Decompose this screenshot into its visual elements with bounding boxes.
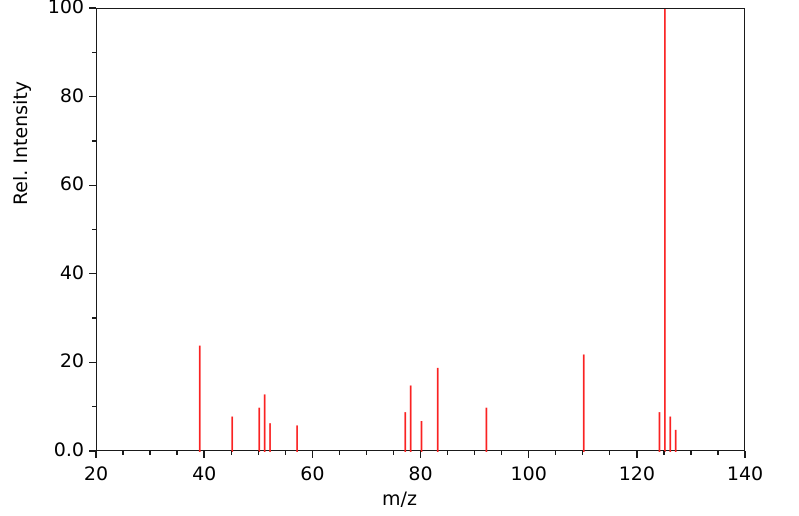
y-tick-label: 100 — [47, 0, 84, 18]
x-tick-minor — [365, 451, 368, 455]
y-tick-major — [89, 95, 96, 98]
y-axis-title: Rel. Intensity — [10, 80, 32, 206]
y-tick-minor — [92, 140, 96, 142]
y-tick-label: 60 — [59, 173, 84, 196]
x-tick-minor — [284, 451, 286, 455]
y-tick-minor — [92, 406, 96, 408]
x-tick-minor — [338, 451, 341, 455]
x-tick-minor — [582, 451, 584, 455]
x-tick-minor — [717, 451, 719, 455]
x-tick-minor — [149, 451, 151, 455]
y-axis-title-wrapper: Rel. Intensity — [10, 43, 36, 243]
x-tick-label: 120 — [618, 463, 655, 485]
x-tick-minor — [473, 451, 476, 455]
y-tick-major — [89, 273, 96, 275]
x-tick-minor — [230, 451, 232, 455]
x-tick-major — [744, 451, 746, 458]
x-tick-minor — [609, 451, 611, 455]
x-tick-label: 40 — [192, 463, 217, 485]
x-tick-label: 80 — [408, 463, 433, 485]
x-tick-label: 100 — [510, 463, 547, 485]
plot-area — [96, 8, 745, 452]
y-tick-major — [89, 7, 96, 9]
y-tick-major — [89, 184, 96, 186]
x-tick-major — [419, 451, 422, 458]
y-tick-label: 20 — [59, 350, 84, 373]
y-tick-label: 40 — [59, 261, 84, 284]
y-tick-minor — [92, 51, 96, 53]
x-tick-major — [95, 451, 97, 458]
x-tick-minor — [555, 451, 557, 455]
y-tick-label: 0.0 — [53, 439, 84, 461]
x-tick-minor — [500, 451, 503, 455]
x-tick-minor — [176, 451, 178, 455]
x-tick-label: 140 — [726, 463, 764, 485]
y-tick-minor — [92, 228, 96, 231]
x-tick-minor — [446, 451, 449, 455]
x-axis-title: m/z — [382, 488, 417, 510]
y-tick-label: 80 — [59, 84, 84, 107]
x-tick-minor — [690, 451, 692, 455]
x-tick-label: 60 — [300, 463, 325, 485]
y-tick-major — [89, 361, 96, 364]
spectrum-peaks — [198, 9, 677, 452]
x-tick-major — [636, 451, 638, 458]
y-tick-minor — [92, 317, 96, 319]
x-tick-minor — [257, 451, 259, 455]
y-tick-major — [89, 450, 96, 452]
x-tick-major — [311, 451, 314, 458]
x-tick-minor — [663, 451, 665, 455]
x-tick-label: 20 — [83, 463, 109, 485]
x-tick-minor — [392, 451, 395, 455]
x-tick-major — [203, 451, 205, 458]
x-tick-major — [527, 451, 530, 458]
x-tick-minor — [122, 451, 124, 455]
